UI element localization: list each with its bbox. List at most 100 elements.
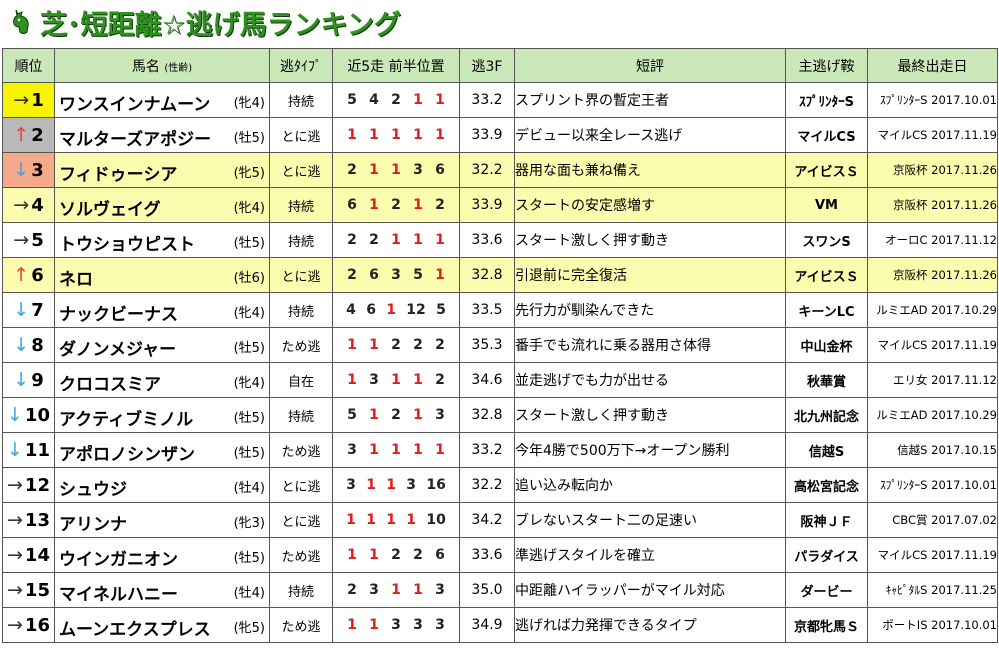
sex-age: (牡5) xyxy=(233,551,265,566)
rank-cell: ↓ 8 xyxy=(2,327,55,363)
first-3f: 33.2 xyxy=(459,432,515,468)
last-run: オーロC 2017.11.12 xyxy=(867,222,998,258)
position-value: 1 xyxy=(413,442,423,458)
first-3f: 33.9 xyxy=(459,117,515,153)
horse-name-cell: トウショウピスト (牡5) xyxy=(54,222,270,258)
escape-type: ため逃 xyxy=(269,537,333,573)
position-value: 1 xyxy=(369,617,379,633)
rank-cell: ↓ 10 xyxy=(2,397,55,433)
rank-cell: → 13 xyxy=(2,502,55,538)
title-bar: 芝･短距離☆逃げ馬ランキング xyxy=(0,0,999,44)
position-value: 1 xyxy=(435,442,445,458)
first-3f: 32.8 xyxy=(459,257,515,293)
position-value: 3 xyxy=(369,582,379,598)
table-row: → 4 ソルヴェイグ (牝4) 持続 6 1 2 1 2 33.9 スタートの安定感増す VM 京阪杯 2… xyxy=(2,187,998,223)
position-value: 3 xyxy=(369,372,379,388)
position-value: 1 xyxy=(435,232,445,248)
position-value: 12 xyxy=(406,302,426,318)
horse-head-icon xyxy=(8,7,34,37)
position-value: 1 xyxy=(435,267,445,283)
position-value: 4 xyxy=(346,302,356,318)
position-value: 5 xyxy=(347,407,357,423)
table-row: → 12 シュウジ (牡4) とに逃 3 1 1 3 16 32.2 追い込み転向か 高松宮記念 ｽﾌﾟﾘ… xyxy=(2,467,998,503)
escape-type: とに逃 xyxy=(269,467,333,503)
position-value: 1 xyxy=(346,512,356,528)
first-3f: 33.6 xyxy=(459,222,515,258)
position-value: 5 xyxy=(436,302,446,318)
main-race: 秋華賞 xyxy=(785,362,868,398)
recent-positions: 1 1 1 1 10 xyxy=(332,502,460,538)
horse-name-cell: ワンスインナムーン (牝4) xyxy=(54,82,270,118)
table-row: ↓ 9 クロコスミア (牝4) 自在 1 3 1 1 2 34.6 並走逃げでも力が出せる 秋華賞 エリ女… xyxy=(2,362,998,398)
first-3f: 32.2 xyxy=(459,152,515,188)
sex-age: (牡5) xyxy=(233,236,265,251)
table-body: → 1 ワンスインナムーン (牝4) 持続 5 4 2 1 1 33.2 スプリント界の暫定王者 ｽﾌﾟ… xyxy=(2,82,998,643)
table-row: → 14 ウインガニオン (牡5) ため逃 1 1 2 2 6 33.6 準逃げスタイルを確立 パラダイ… xyxy=(2,537,998,573)
first-3f: 34.2 xyxy=(459,502,515,538)
escape-type: とに逃 xyxy=(269,502,333,538)
horse-name-cell: ウインガニオン (牡5) xyxy=(54,537,270,573)
position-value: 2 xyxy=(347,232,357,248)
main-race: 阪神ＪＦ xyxy=(785,502,868,538)
horse-name: ウインガニオン xyxy=(59,550,178,570)
header-rank: 順位 xyxy=(2,48,55,83)
comment: ブレないスタート二の足速い xyxy=(514,502,786,538)
sex-age: (牝4) xyxy=(233,306,265,321)
position-value: 1 xyxy=(369,547,379,563)
position-value: 2 xyxy=(413,547,423,563)
escape-type: ため逃 xyxy=(269,607,333,643)
position-value: 3 xyxy=(406,477,417,493)
trend-up-icon: ↑ xyxy=(13,124,30,146)
trend-down-icon: ↓ xyxy=(13,159,30,181)
horse-name: アポロノシンザン xyxy=(59,445,195,465)
last-run: ポートIS 2017.10.01 xyxy=(867,607,998,643)
position-value: 3 xyxy=(391,617,401,633)
recent-positions: 3 1 1 3 16 xyxy=(332,467,460,503)
sex-age: (牡5) xyxy=(233,411,265,426)
last-run: マイルCS 2017.11.19 xyxy=(867,327,998,363)
position-value: 3 xyxy=(346,477,356,493)
position-value: 1 xyxy=(391,162,401,178)
table-row: ↓ 3 フィドゥーシア (牝5) とに逃 2 1 1 3 6 32.2 器用な面も兼ね備え アイビスＳ 京… xyxy=(2,152,998,188)
comment: スタート激しく押す動き xyxy=(514,222,786,258)
horse-name: ネロ xyxy=(59,270,93,290)
last-run: マイルCS 2017.11.19 xyxy=(867,537,998,573)
position-value: 6 xyxy=(435,547,445,563)
main-race: 高松宮記念 xyxy=(785,467,868,503)
last-run: マイルCS 2017.11.19 xyxy=(867,117,998,153)
position-value: 2 xyxy=(413,337,423,353)
escape-type: 持続 xyxy=(269,292,333,328)
table-row: ↓ 8 ダノンメジャー (牡5) ため逃 1 1 2 2 2 35.3 番手でも流れに乗る器用さ体得中… xyxy=(2,327,998,363)
position-value: 6 xyxy=(435,162,445,178)
table-row: ↑ 2 マルターズアポジー (牡5) とに逃 1 1 1 1 1 33.9 デビュー以来全レース逃げマ… xyxy=(2,117,998,153)
table-header-row: 順位 馬名 (性齢) 逃ﾀｲﾌﾟ 近5走 前半位置 逃3F 短評 主逃げ鞍 最終… xyxy=(2,48,998,83)
position-value: 1 xyxy=(347,127,357,143)
trend-flat-icon: → xyxy=(7,614,23,636)
recent-positions: 4 6 1 12 5 xyxy=(332,292,460,328)
horse-name: ムーンエクスプレス xyxy=(59,620,211,640)
trend-down-icon: ↓ xyxy=(13,299,30,321)
escape-type: 持続 xyxy=(269,187,333,223)
sex-age: (牡6) xyxy=(233,271,265,286)
position-value: 1 xyxy=(347,372,357,388)
trend-flat-icon: → xyxy=(7,579,23,601)
trend-flat-icon: → xyxy=(7,544,23,566)
first-3f: 35.0 xyxy=(459,572,515,608)
position-value: 1 xyxy=(413,372,423,388)
trend-flat-icon: → xyxy=(7,509,23,531)
trend-flat-icon: → xyxy=(13,229,30,251)
position-value: 2 xyxy=(391,197,401,213)
horse-name-cell: アポロノシンザン (牡5) xyxy=(54,432,270,468)
rank-number: 6 xyxy=(31,264,44,286)
position-value: 3 xyxy=(413,617,423,633)
position-value: 1 xyxy=(391,127,401,143)
position-value: 2 xyxy=(347,582,357,598)
table-row: → 15 マイネルハニー (牡4) 持続 2 3 1 1 3 35.0 中距離ハイラッパーがマイル対応… xyxy=(2,572,998,608)
